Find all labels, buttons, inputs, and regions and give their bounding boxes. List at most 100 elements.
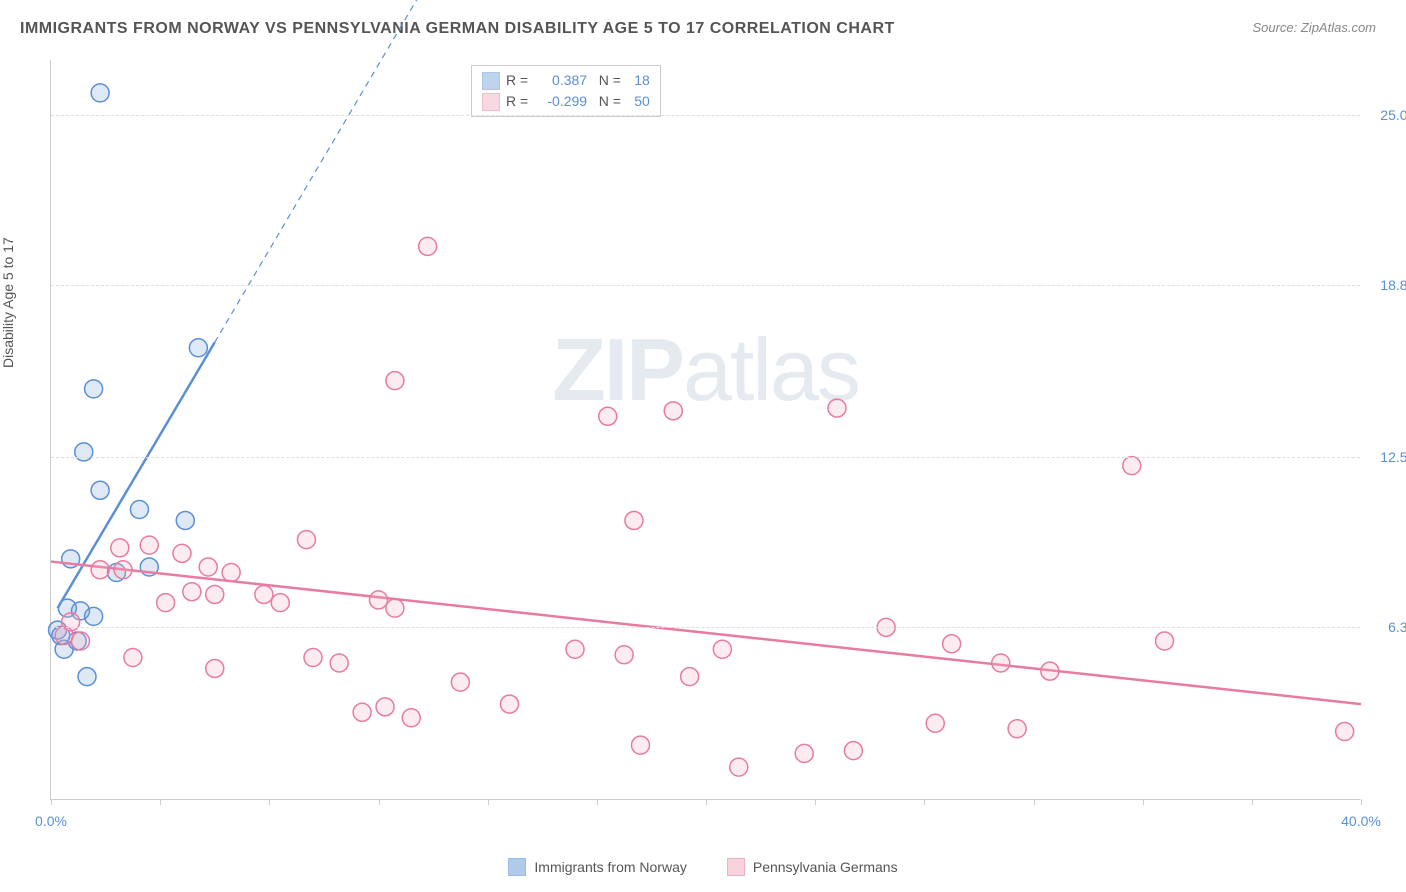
data-point (304, 648, 322, 666)
gridline (51, 115, 1360, 116)
data-point (730, 758, 748, 776)
data-point (419, 237, 437, 255)
data-point (943, 635, 961, 653)
data-point (297, 531, 315, 549)
data-point (124, 648, 142, 666)
y-tick-label: 6.3% (1388, 619, 1406, 635)
x-tick-label: 0.0% (35, 813, 67, 829)
data-point (71, 632, 89, 650)
data-point (91, 84, 109, 102)
legend-stats-text: R = -0.299 N = 50 (506, 91, 650, 112)
x-tick (51, 799, 52, 805)
x-tick (815, 799, 816, 805)
data-point (828, 399, 846, 417)
data-point (222, 564, 240, 582)
trend-line (58, 342, 215, 608)
data-point (206, 585, 224, 603)
data-point (599, 407, 617, 425)
data-point (111, 539, 129, 557)
trend-line-dashed (215, 0, 461, 342)
data-point (183, 583, 201, 601)
data-point (1008, 720, 1026, 738)
data-point (402, 709, 420, 727)
data-point (206, 659, 224, 677)
bottom-legend: Immigrants from Norway Pennsylvania Germa… (0, 858, 1406, 876)
data-point (992, 654, 1010, 672)
data-point (140, 536, 158, 554)
legend-series-label: Pennsylvania Germans (753, 859, 898, 875)
data-point (844, 742, 862, 760)
data-point (55, 627, 73, 645)
data-point (91, 561, 109, 579)
data-point (330, 654, 348, 672)
x-tick (706, 799, 707, 805)
chart-plot-area: ZIPatlas R = 0.387 N = 18R = -0.299 N = … (50, 60, 1360, 800)
data-point (91, 481, 109, 499)
data-point (78, 668, 96, 686)
x-tick (597, 799, 598, 805)
legend-swatch (482, 93, 500, 111)
x-tick-label: 40.0% (1341, 813, 1381, 829)
x-tick (1252, 799, 1253, 805)
legend-series-label: Immigrants from Norway (534, 859, 686, 875)
gridline (51, 627, 1360, 628)
x-tick (160, 799, 161, 805)
x-tick (1143, 799, 1144, 805)
stats-legend: R = 0.387 N = 18R = -0.299 N = 50 (471, 65, 661, 117)
data-point (189, 339, 207, 357)
data-point (795, 744, 813, 762)
data-point (85, 380, 103, 398)
data-point (376, 698, 394, 716)
x-tick (1034, 799, 1035, 805)
data-point (566, 640, 584, 658)
y-tick-label: 25.0% (1380, 107, 1406, 123)
legend-swatch (727, 858, 745, 876)
data-point (1041, 662, 1059, 680)
data-point (1336, 722, 1354, 740)
data-point (114, 561, 132, 579)
legend-swatch (508, 858, 526, 876)
data-point (386, 372, 404, 390)
data-point (501, 695, 519, 713)
x-tick (1361, 799, 1362, 805)
x-tick (379, 799, 380, 805)
x-tick (269, 799, 270, 805)
data-point (713, 640, 731, 658)
data-point (664, 402, 682, 420)
data-point (926, 714, 944, 732)
y-axis-label: Disability Age 5 to 17 (0, 237, 16, 368)
bottom-legend-item: Pennsylvania Germans (727, 858, 898, 876)
legend-row: R = 0.387 N = 18 (482, 70, 650, 91)
scatter-plot-svg (51, 60, 1360, 799)
data-point (173, 544, 191, 562)
x-tick (924, 799, 925, 805)
data-point (681, 668, 699, 686)
data-point (85, 607, 103, 625)
data-point (199, 558, 217, 576)
x-tick (488, 799, 489, 805)
data-point (176, 511, 194, 529)
data-point (451, 673, 469, 691)
gridline (51, 285, 1360, 286)
data-point (130, 500, 148, 518)
bottom-legend-item: Immigrants from Norway (508, 858, 686, 876)
y-tick-label: 18.8% (1380, 277, 1406, 293)
gridline (51, 457, 1360, 458)
data-point (353, 703, 371, 721)
data-point (632, 736, 650, 754)
y-tick-label: 12.5% (1380, 449, 1406, 465)
data-point (625, 511, 643, 529)
data-point (370, 591, 388, 609)
data-point (1123, 457, 1141, 475)
legend-stats-text: R = 0.387 N = 18 (506, 70, 650, 91)
legend-row: R = -0.299 N = 50 (482, 91, 650, 112)
data-point (386, 599, 404, 617)
chart-title: IMMIGRANTS FROM NORWAY VS PENNSYLVANIA G… (20, 20, 895, 38)
data-point (157, 594, 175, 612)
legend-swatch (482, 72, 500, 90)
data-point (271, 594, 289, 612)
data-point (1156, 632, 1174, 650)
data-point (615, 646, 633, 664)
data-point (255, 585, 273, 603)
source-attribution: Source: ZipAtlas.com (1252, 20, 1376, 35)
